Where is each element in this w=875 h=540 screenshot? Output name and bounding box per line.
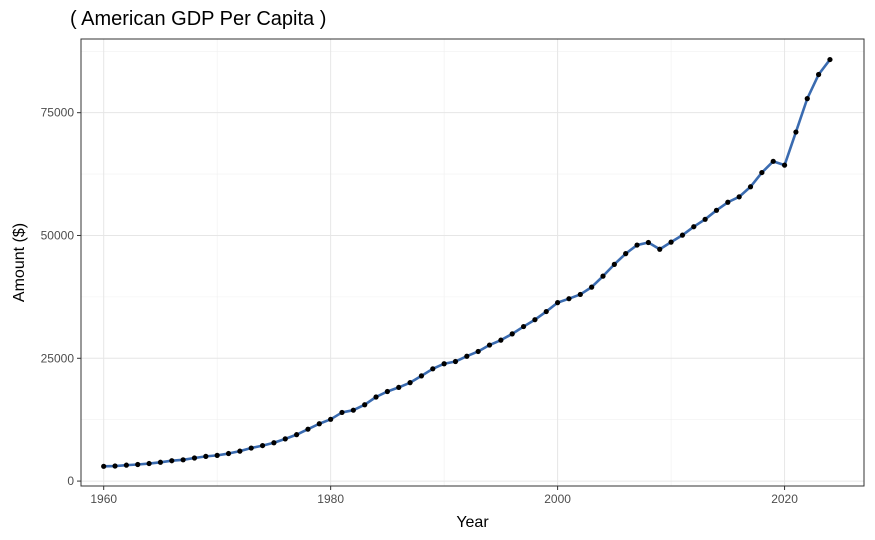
data-point: [203, 453, 209, 459]
data-point: [169, 458, 175, 464]
data-point: [520, 323, 527, 330]
x-tick-label: 2020: [771, 492, 798, 506]
data-point: [350, 407, 356, 413]
data-point: [804, 96, 810, 102]
data-point: [827, 56, 833, 63]
data-point: [282, 436, 288, 442]
data-point: [191, 455, 198, 461]
x-tick-label: 1960: [90, 492, 117, 506]
data-point: [691, 224, 697, 230]
data-point: [339, 409, 345, 416]
data-point: [770, 158, 776, 164]
data-point: [577, 291, 583, 298]
data-point: [452, 358, 459, 365]
data-point: [566, 296, 572, 302]
data-point: [611, 261, 617, 267]
data-point: [679, 232, 686, 238]
plot-panel: [81, 39, 864, 486]
x-tick-label: 2000: [544, 492, 571, 506]
data-point: [623, 251, 629, 257]
data-point: [430, 366, 436, 372]
data-point: [543, 308, 549, 315]
x-tick-label: 1980: [317, 492, 344, 506]
data-point: [747, 184, 754, 190]
data-point: [589, 284, 595, 290]
data-point: [135, 461, 141, 468]
data-point: [816, 71, 822, 78]
data-point: [396, 384, 402, 391]
data-point: [271, 440, 277, 446]
y-tick-label: 25000: [41, 351, 75, 365]
data-point: [101, 463, 107, 469]
data-point: [725, 199, 731, 205]
data-point: [384, 388, 390, 395]
panel-border: [80, 38, 865, 487]
data-point: [509, 331, 515, 337]
data-point: [305, 426, 311, 432]
data-point: [237, 448, 243, 454]
data-point: [112, 463, 118, 469]
data-point: [418, 373, 425, 379]
chart-title: ( American GDP Per Capita ): [70, 8, 327, 30]
y-tick-label: 50000: [41, 228, 75, 242]
x-axis-title: Year: [456, 514, 489, 531]
data-point: [214, 452, 220, 458]
data-point: [657, 246, 663, 252]
data-point: [645, 239, 651, 246]
data-point: [781, 162, 788, 168]
data-point: [713, 207, 720, 213]
data-point: [486, 342, 493, 348]
data-point: [373, 394, 379, 400]
data-point: [555, 300, 561, 306]
data-point: [475, 348, 481, 355]
data-point: [600, 273, 606, 279]
y-tick-label: 0: [67, 474, 74, 488]
data-point: [793, 129, 799, 135]
data-point: [362, 402, 368, 408]
data-point: [464, 353, 470, 359]
data-point: [248, 445, 254, 451]
data-point: [259, 442, 266, 449]
data-point: [225, 450, 232, 457]
data-point: [328, 416, 334, 422]
data-point: [441, 361, 447, 367]
data-point: [532, 317, 538, 323]
data-point: [146, 460, 152, 467]
data-point: [180, 457, 186, 463]
data-point: [668, 239, 674, 245]
data-point: [702, 216, 708, 222]
data-point: [294, 432, 300, 438]
data-point: [759, 169, 765, 176]
data-point: [316, 421, 322, 427]
data-point: [736, 194, 742, 200]
y-axis-title: Amount ($): [11, 223, 28, 302]
data-point: [634, 242, 640, 248]
y-tick-label: 75000: [41, 106, 75, 120]
data-point: [498, 337, 504, 343]
data-point: [157, 459, 164, 465]
data-point: [123, 462, 129, 468]
data-point: [407, 380, 413, 386]
